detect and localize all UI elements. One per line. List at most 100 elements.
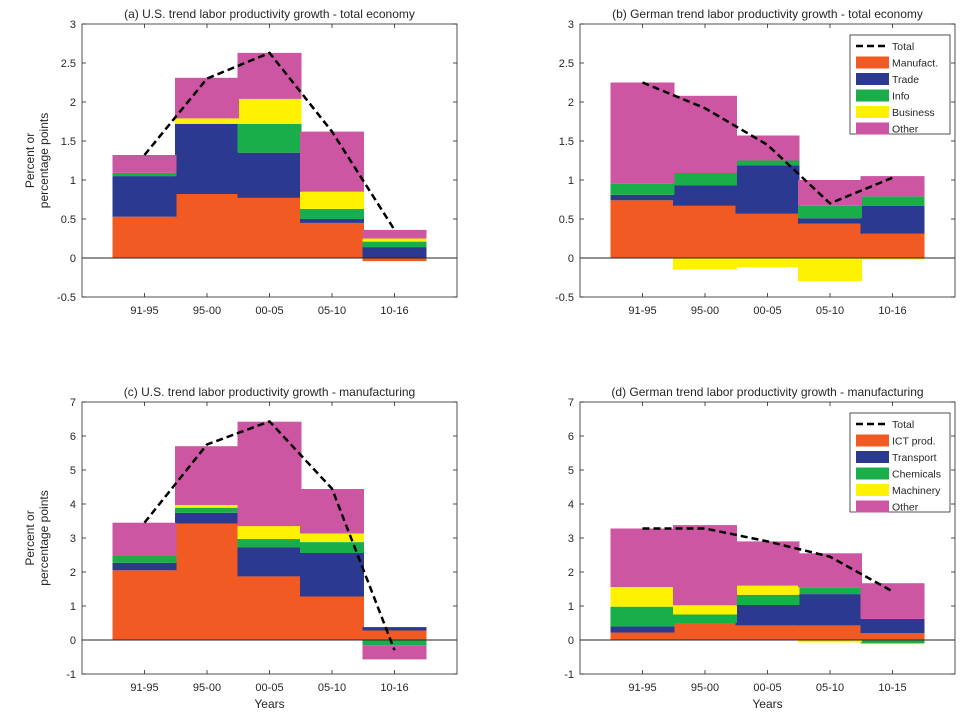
y-tick-label: 6 xyxy=(70,431,76,443)
y-axis-label-line: Percent or xyxy=(23,510,37,565)
y-tick-label: 3 xyxy=(568,533,574,545)
bar-segment xyxy=(175,123,239,194)
bar-segment xyxy=(237,421,302,527)
x-tick-label: 05-10 xyxy=(318,682,346,694)
bar-segment xyxy=(237,576,302,640)
chart-title: (d) German trend labor productivity grow… xyxy=(611,385,923,399)
legend-label: Total xyxy=(892,419,914,431)
legend-swatch xyxy=(856,73,889,85)
bar-segment xyxy=(610,626,675,633)
bar-segment xyxy=(112,176,177,217)
bar-segment xyxy=(673,614,737,623)
bar-segment xyxy=(735,160,800,166)
x-tick-label: 91-95 xyxy=(130,305,158,317)
legend-swatch xyxy=(856,122,889,135)
y-tick-label: -0.5 xyxy=(555,292,574,304)
bar-segment xyxy=(237,52,302,99)
bar-segment xyxy=(175,446,239,505)
y-tick-label: 2 xyxy=(70,567,76,579)
bar-segment xyxy=(175,507,239,513)
bar-segment xyxy=(798,625,862,640)
bar-segment xyxy=(112,570,177,640)
y-tick-label: 7 xyxy=(568,397,574,409)
bar-segment xyxy=(610,606,675,627)
chart-panel-b: -0.5 0 0.5 1 1.5 2 2.5 3 91-95 95-00 00-05 05-10 10-… xyxy=(555,7,956,317)
x-tick-label: 00-05 xyxy=(255,305,283,317)
chart-panel-c: -1 0 1 2 3 4 5 6 7 91-95 95-00 00-05 05-10 10-16 (c) U… xyxy=(23,385,458,711)
x-axis-label: Years xyxy=(254,697,284,711)
bar-segment xyxy=(300,596,364,640)
legend-label: ICT prod. xyxy=(892,436,936,448)
bar-segment xyxy=(610,82,675,184)
bar-segment xyxy=(237,197,302,258)
bar-segment xyxy=(362,630,427,640)
bar-segment xyxy=(798,218,862,224)
x-tick-label: 95-00 xyxy=(193,305,221,317)
x-tick-label: 91-95 xyxy=(130,682,158,694)
bar-segment xyxy=(860,176,925,197)
bar-segment xyxy=(860,258,925,260)
bar-segment xyxy=(673,605,737,615)
bar-segment xyxy=(112,216,177,258)
bar-segment xyxy=(798,640,862,643)
y-tick-label: 0 xyxy=(568,253,574,265)
bar-segment xyxy=(300,222,364,258)
y-tick-label: 1 xyxy=(568,175,574,187)
bar-segment xyxy=(673,525,737,606)
bar-segment xyxy=(798,587,862,595)
y-axis-label-line: percentage points xyxy=(37,113,51,208)
bar-segment xyxy=(860,633,925,640)
bar-segment xyxy=(175,512,239,524)
bar-segment xyxy=(860,233,925,258)
y-tick-label: 5 xyxy=(568,465,574,477)
y-tick-label: 1 xyxy=(70,601,76,613)
y-tick-label: 1.5 xyxy=(61,136,76,148)
bar-segment xyxy=(673,623,737,640)
bar-segment xyxy=(237,547,302,577)
x-tick-label: 91-95 xyxy=(628,682,656,694)
legend: Total Manufact. Trade Info Business Other xyxy=(849,34,951,136)
total-line xyxy=(642,81,893,205)
bar-segment xyxy=(860,643,925,645)
y-tick-label: 0.5 xyxy=(61,214,76,226)
bar-segment xyxy=(362,247,427,258)
bar-segment xyxy=(735,135,800,161)
bar-segment xyxy=(610,200,675,258)
bar-segment xyxy=(735,594,800,605)
legend-swatch xyxy=(856,500,889,513)
chart-title: (c) U.S. trend labor productivity growth… xyxy=(124,385,415,399)
bar-segment xyxy=(798,553,862,588)
total-line xyxy=(143,419,396,651)
total-line xyxy=(143,51,396,231)
y-tick-label: 0 xyxy=(70,635,76,647)
legend-label: Transport xyxy=(892,452,937,464)
x-tick-label: 95-00 xyxy=(193,682,221,694)
bar-segment xyxy=(735,625,800,640)
bar-segment xyxy=(300,542,364,553)
bar-segment xyxy=(237,539,302,548)
legend: Total ICT prod. Transport Chemicals Machiner… xyxy=(849,412,951,514)
y-tick-label: 2 xyxy=(568,567,574,579)
bar-segment xyxy=(300,208,364,219)
x-tick-label: 00-05 xyxy=(753,682,781,694)
bar-segment xyxy=(300,553,364,597)
total-line xyxy=(642,527,894,593)
bar-segment xyxy=(610,183,675,195)
legend-swatch xyxy=(856,484,889,496)
legend-label: Machinery xyxy=(892,485,941,497)
legend-label: Info xyxy=(892,91,910,103)
bar-segment xyxy=(735,213,800,258)
bar-segment xyxy=(112,173,177,177)
bar-segment xyxy=(175,505,239,508)
y-tick-label: 4 xyxy=(70,499,76,511)
x-tick-label: 05-10 xyxy=(318,305,346,317)
bar-segment xyxy=(735,258,800,268)
x-tick-label: 10-16 xyxy=(878,305,906,317)
y-axis-label-line: percentage points xyxy=(37,490,51,585)
legend-label: Manufact. xyxy=(892,58,938,70)
bar-segment xyxy=(610,528,675,587)
bar-segment xyxy=(175,118,239,124)
bar-segment xyxy=(798,594,862,626)
legend-swatch xyxy=(856,467,889,480)
y-tick-label: 3 xyxy=(568,19,574,31)
